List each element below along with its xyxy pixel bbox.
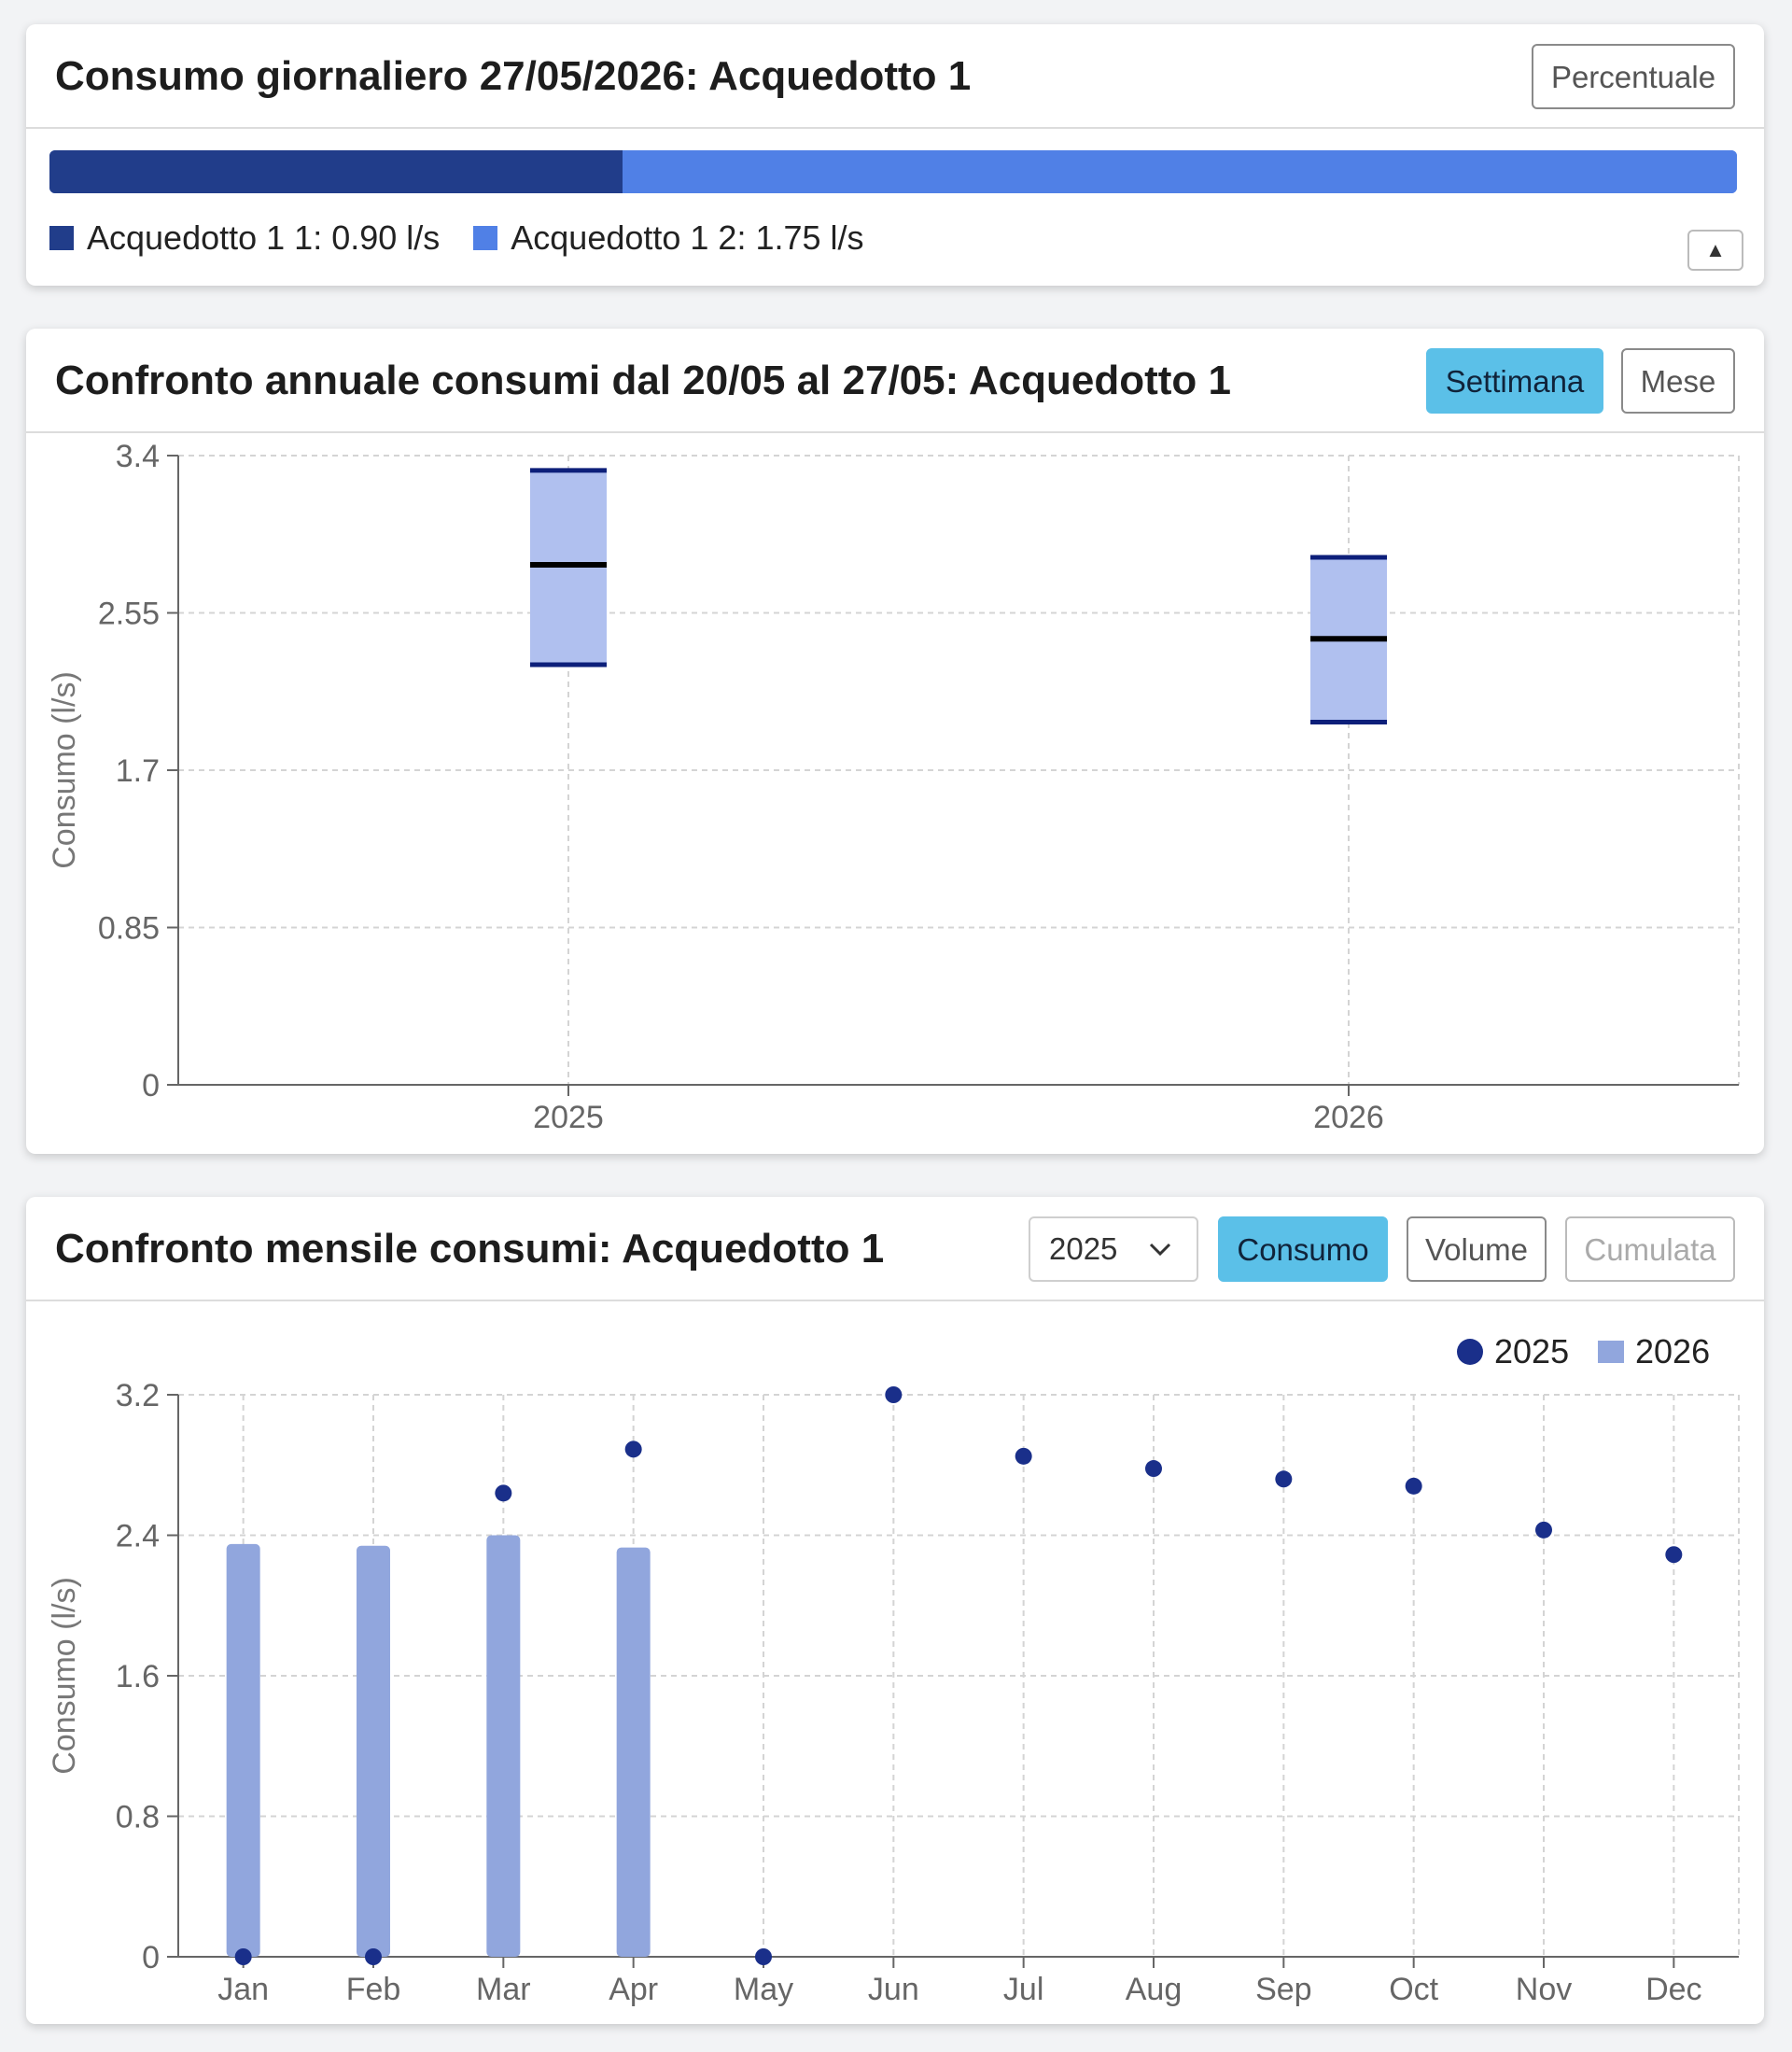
legend-2025-label: 2025	[1494, 1332, 1569, 1370]
y-axis-label: Consumo (l/s)	[47, 671, 82, 869]
x-tick-label: Aug	[1126, 1972, 1183, 2007]
point-Feb	[365, 1948, 382, 1965]
bar-Apr	[616, 1547, 651, 1957]
y-tick-label: 0	[142, 1940, 160, 1975]
point-Dec	[1665, 1546, 1683, 1564]
daily-consumption-card: Consumo giornaliero 27/05/2026: Acquedot…	[26, 24, 1764, 286]
x-tick-label: 2025	[533, 1100, 604, 1135]
volume-button[interactable]: Volume	[1407, 1216, 1547, 1282]
y-tick-label: 2.55	[98, 597, 160, 632]
cumulative-button[interactable]: Cumulata	[1565, 1216, 1735, 1282]
legend-item-1: Acquedotto 1 1: 0.90 l/s	[49, 218, 440, 258]
point-Oct	[1405, 1477, 1422, 1495]
y-tick-label: 3.4	[116, 439, 160, 474]
point-Mar	[495, 1484, 512, 1502]
point-Jan	[234, 1948, 252, 1965]
bar-segment-2	[623, 150, 1737, 193]
legend-label-2: Acquedotto 1 2: 1.75 l/s	[511, 218, 864, 257]
monthly-card-title: Confronto mensile consumi: Acquedotto 1	[55, 1226, 885, 1272]
point-Nov	[1535, 1521, 1552, 1539]
year-select-value: 2025	[1049, 1231, 1118, 1266]
bar-Mar	[486, 1535, 521, 1957]
point-Aug	[1145, 1460, 1162, 1478]
x-tick-label: 2026	[1313, 1100, 1384, 1135]
annual-comparison-card: Confronto annuale consumi dal 20/05 al 2…	[26, 329, 1764, 1154]
x-tick-label: Mar	[476, 1972, 531, 2007]
legend-swatch-2	[473, 226, 498, 250]
bar-Feb	[357, 1545, 390, 1957]
year-select[interactable]: 2025	[1029, 1216, 1198, 1282]
annual-card-header: Confronto annuale consumi dal 20/05 al 2…	[26, 329, 1764, 433]
bar-segment-1	[49, 150, 623, 193]
point-Apr	[624, 1441, 642, 1458]
monthly-chart: 0 0.8 1.6 2.4 3.2 Jan Feb Mar Apr May Jun Jul Aug Sep…	[47, 1332, 1740, 2007]
x-tick-label: Apr	[609, 1972, 658, 2007]
chevron-down-icon	[1148, 1218, 1172, 1302]
y-tick-label: 0.8	[116, 1800, 160, 1835]
legend-2026-label: 2026	[1635, 1332, 1710, 1370]
collapse-icon[interactable]: ▲	[1687, 230, 1743, 271]
legend-label-1: Acquedotto 1 1: 0.90 l/s	[87, 218, 441, 257]
annual-box-chart: 0 0.85 1.7 2.55 3.4 2025 2026 Consumo (l/s)	[47, 439, 1740, 1135]
y-tick-label: 3.2	[116, 1378, 160, 1413]
point-Sep	[1275, 1470, 1293, 1488]
point-Jul	[1015, 1447, 1032, 1465]
month-button[interactable]: Mese	[1621, 348, 1735, 414]
daily-card-header: Consumo giornaliero 27/05/2026: Acquedot…	[26, 24, 1764, 129]
monthly-comparison-card: Confronto mensile consumi: Acquedotto 1 …	[26, 1197, 1764, 2024]
y-tick-label: 0.85	[98, 911, 160, 947]
x-tick-label: May	[734, 1972, 793, 2007]
legend-swatch-1	[49, 226, 74, 250]
x-tick-label: Dec	[1645, 1972, 1701, 2007]
x-tick-label: Jul	[1003, 1972, 1043, 2007]
daily-card-title: Consumo giornaliero 27/05/2026: Acquedot…	[55, 53, 972, 99]
x-tick-label: Sep	[1255, 1972, 1312, 2007]
x-tick-label: Oct	[1389, 1972, 1438, 2007]
daily-legend: Acquedotto 1 1: 0.90 l/s Acquedotto 1 2: …	[49, 215, 898, 261]
legend-2025-swatch	[1457, 1339, 1483, 1365]
y-tick-label: 2.4	[116, 1519, 160, 1554]
x-tick-label: Nov	[1516, 1972, 1572, 2007]
y-tick-label: 0	[142, 1068, 160, 1103]
monthly-card-header: Confronto mensile consumi: Acquedotto 1 …	[26, 1197, 1764, 1301]
point-May	[755, 1948, 772, 1965]
x-tick-label: Jun	[868, 1972, 919, 2007]
bar-Jan	[226, 1543, 260, 1957]
week-button[interactable]: Settimana	[1426, 348, 1603, 414]
y-tick-label: 1.6	[116, 1659, 160, 1694]
legend-2026-swatch	[1598, 1341, 1624, 1363]
stacked-consumption-bar	[49, 150, 1737, 193]
consumption-button[interactable]: Consumo	[1218, 1216, 1388, 1282]
y-tick-label: 1.7	[116, 753, 160, 789]
x-tick-label: Jan	[217, 1972, 269, 2007]
percent-button[interactable]: Percentuale	[1532, 44, 1735, 109]
legend-item-2: Acquedotto 1 2: 1.75 l/s	[473, 218, 864, 258]
point-Jun	[885, 1386, 903, 1403]
y-axis-label: Consumo (l/s)	[47, 1577, 82, 1775]
x-tick-label: Feb	[346, 1972, 401, 2007]
annual-card-title: Confronto annuale consumi dal 20/05 al 2…	[55, 358, 1231, 403]
